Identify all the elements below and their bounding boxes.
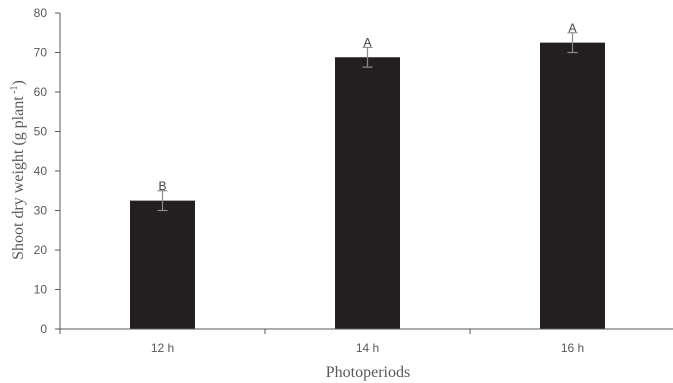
y-axis-title: Shoot dry weight (g plant -1) <box>9 80 27 260</box>
y-axis: 0 10 20 30 40 50 60 70 80 <box>34 6 61 336</box>
y-tick-label: 50 <box>34 125 48 139</box>
bar <box>130 200 195 329</box>
significance-letter: A <box>363 35 371 49</box>
significance-letter: B <box>158 179 166 193</box>
bars-group: B A A <box>130 21 605 330</box>
significance-letter: A <box>568 21 576 35</box>
y-tick-label: 80 <box>34 6 48 20</box>
x-tick-label: 12 h <box>151 341 174 355</box>
x-axis-title: Photoperiods <box>326 364 410 381</box>
bar <box>335 57 400 330</box>
y-axis-title-main: Shoot dry weight (g plant <box>10 96 27 260</box>
x-tick-label: 16 h <box>561 341 584 355</box>
x-axis: 12 h 14 h 16 h <box>59 328 673 355</box>
y-tick-label: 40 <box>34 164 48 178</box>
y-tick-label: 30 <box>34 204 48 218</box>
bar <box>540 42 605 329</box>
y-tick-label: 20 <box>34 243 48 257</box>
y-tick-label: 0 <box>40 322 47 336</box>
x-tick-label: 14 h <box>356 341 379 355</box>
y-axis-title-close: ) <box>10 80 27 85</box>
y-tick-label: 10 <box>34 283 48 297</box>
y-tick-label: 60 <box>34 85 48 99</box>
y-axis-title-superscript: -1 <box>9 85 20 96</box>
y-tick-label: 70 <box>34 46 48 60</box>
